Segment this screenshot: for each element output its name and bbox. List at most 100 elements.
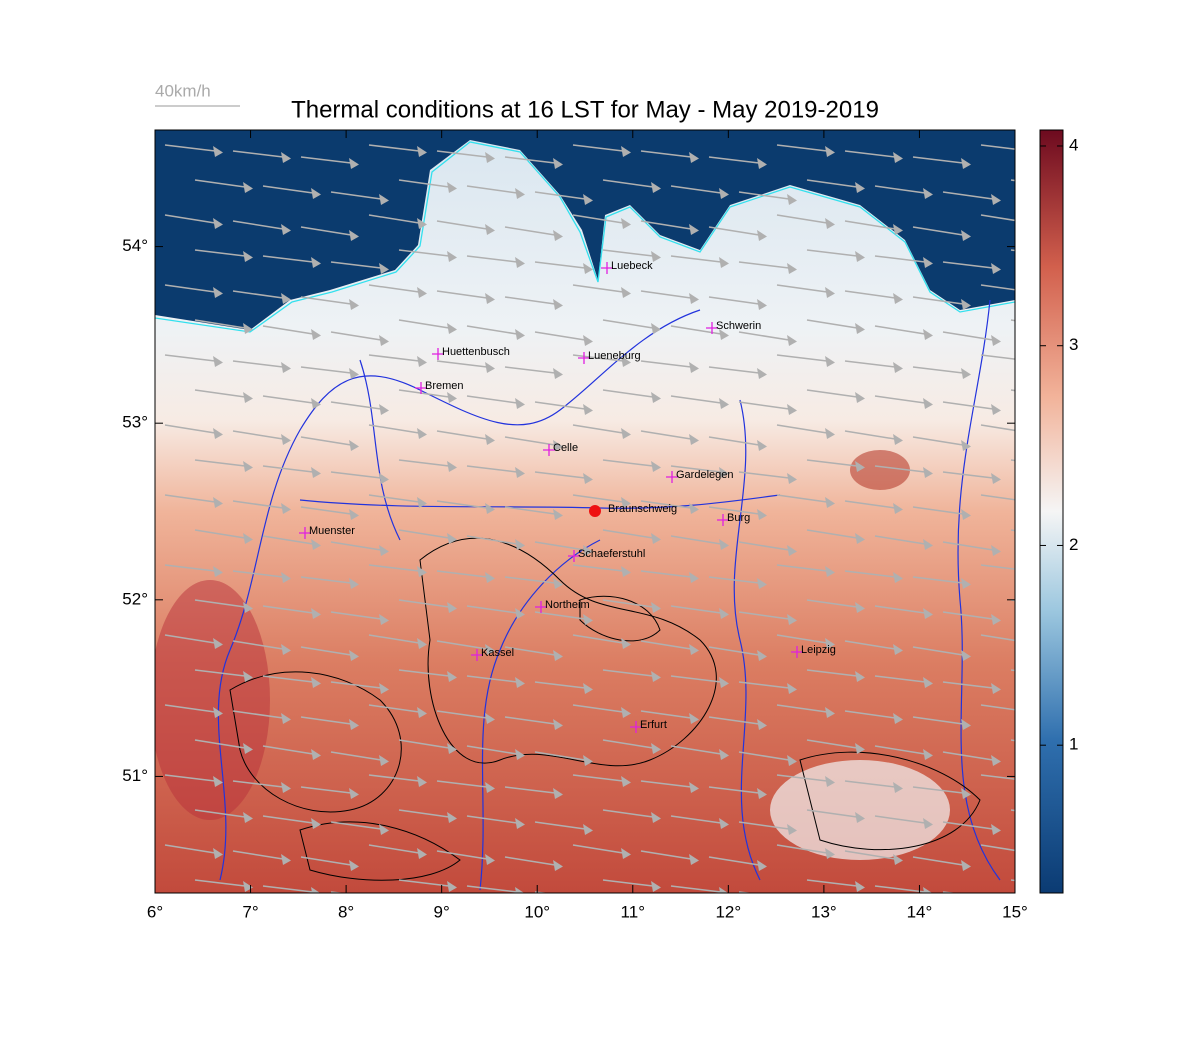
wind-arrow-head — [757, 440, 767, 451]
y-tick-label: 54° — [122, 236, 148, 255]
wind-arrow-head — [213, 218, 223, 229]
wind-arrow — [466, 465, 518, 473]
wind-arrow-head — [515, 818, 525, 829]
wind-arrow — [708, 716, 760, 725]
wind-arrow — [844, 710, 896, 719]
wind-arrow — [776, 564, 828, 572]
wind-arrow-head — [485, 572, 495, 583]
wind-arrow-head — [719, 608, 729, 619]
wind-arrow-head — [485, 782, 495, 793]
wind-arrow — [504, 226, 556, 236]
wind-arrow-head — [825, 848, 835, 859]
wind-arrow-head — [825, 638, 835, 649]
wind-arrow — [640, 360, 692, 368]
wind-arrow-head — [553, 650, 563, 661]
wind-arrow — [262, 185, 314, 194]
wind-arrow — [776, 844, 828, 854]
city-label: Northeim — [545, 599, 590, 611]
wind-arrow — [670, 885, 722, 893]
wind-arrow-head — [447, 602, 457, 613]
wind-arrow-head — [893, 854, 903, 865]
wind-arrow-head — [447, 323, 457, 334]
wind-arrow — [504, 156, 556, 164]
wind-arrow — [164, 774, 216, 782]
wind-arrow-head — [243, 743, 253, 754]
wind-arrow — [194, 739, 246, 749]
city-label: Burg — [727, 512, 750, 524]
wind-arrow — [232, 640, 284, 650]
wind-arrow-head — [961, 650, 971, 661]
wind-arrow-head — [1029, 497, 1039, 508]
wind-arrow-head — [621, 146, 631, 157]
wind-arrow-head — [1029, 356, 1039, 367]
wind-arrow — [232, 220, 284, 230]
wind-arrow-head — [719, 887, 729, 893]
wind-arrow — [670, 535, 722, 545]
wind-arrow-head — [923, 677, 933, 688]
wind-arrow — [164, 284, 216, 293]
wind-arrow-head — [243, 533, 253, 544]
wind-arrow — [572, 774, 624, 782]
wind-arrow — [602, 669, 654, 677]
wind-arrow — [640, 780, 692, 788]
wind-arrow — [330, 611, 382, 620]
wind-arrow — [874, 185, 926, 194]
wind-arrow — [572, 144, 624, 152]
wind-arrow-head — [651, 182, 661, 193]
wind-arrow-head — [311, 749, 321, 760]
wind-arrow-head — [991, 263, 1001, 274]
wind-arrow — [300, 366, 352, 374]
x-tick-label: 14° — [907, 902, 933, 921]
wind-arrow — [874, 395, 926, 404]
wind-arrow — [776, 214, 828, 224]
wind-arrow-head — [855, 743, 865, 754]
wind-arrow-head — [417, 707, 427, 718]
wind-arrow-head — [485, 362, 495, 373]
wind-arrow — [602, 529, 654, 539]
wind-arrow — [844, 290, 896, 299]
wind-arrow — [640, 500, 692, 509]
wind-arrow — [708, 436, 760, 446]
wind-arrow-head — [379, 335, 389, 346]
wind-arrow-head — [651, 881, 661, 892]
wind-arrow — [602, 739, 654, 749]
wind-arrow — [398, 389, 450, 398]
wind-arrow-head — [583, 194, 593, 205]
wind-arrow-head — [379, 404, 389, 415]
wind-arrow-head — [349, 578, 359, 589]
wind-arrow-head — [893, 152, 903, 163]
wind-arrow-head — [379, 824, 389, 835]
city-label: Lueneburg — [588, 350, 641, 362]
wind-arrow-head — [281, 152, 291, 163]
wind-arrow-head — [583, 545, 593, 556]
wind-arrow — [436, 500, 488, 509]
wind-arrow-head — [1029, 287, 1039, 298]
wind-arrow — [504, 576, 556, 584]
wind-arrow — [708, 856, 760, 866]
wind-arrow — [602, 319, 654, 329]
wind-arrow-head — [213, 848, 223, 859]
wind-arrow-head — [553, 509, 563, 520]
wind-arrow — [164, 844, 216, 854]
wind-arrow-head — [349, 509, 359, 520]
wind-arrow — [776, 284, 828, 293]
wind-arrow — [330, 191, 382, 200]
wind-arrow — [738, 191, 790, 200]
x-tick-label: 10° — [524, 902, 550, 921]
wind-arrow-head — [825, 356, 835, 367]
wind-arrow-head — [583, 893, 593, 904]
wind-arrow — [738, 401, 790, 410]
wind-arrow — [708, 366, 760, 374]
wind-arrow — [738, 821, 790, 830]
city-marker — [535, 601, 547, 613]
wind-arrow-head — [961, 230, 971, 241]
wind-arrow-head — [583, 614, 593, 625]
wind-arrow-head — [349, 860, 359, 871]
wind-arrow — [368, 704, 420, 713]
wind-arrow — [602, 599, 654, 608]
wind-arrow — [262, 815, 314, 824]
wind-arrow — [368, 844, 420, 854]
wind-arrow — [398, 319, 450, 329]
wind-arrow — [398, 739, 450, 749]
wind-arrow-head — [961, 509, 971, 520]
